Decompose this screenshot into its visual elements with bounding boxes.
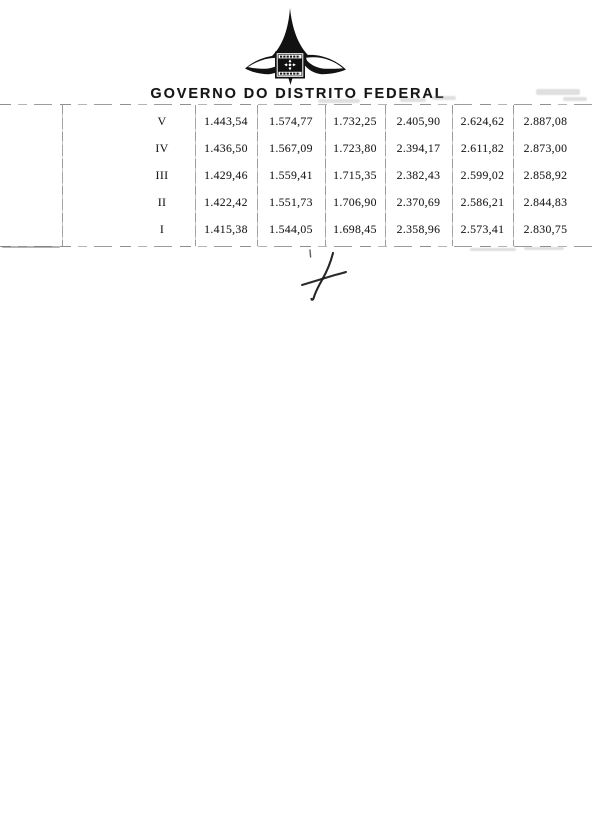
scan-artifact: [563, 97, 587, 101]
value-cell: 1.559,41: [269, 167, 313, 182]
value-cell: 2.830,75: [523, 222, 568, 237]
table-column-divider: [62, 105, 63, 246]
org-title: GOVERNO DO DISTRITO FEDERAL: [150, 86, 446, 102]
scan-artifact: [400, 98, 426, 102]
value-cell: 2.887,08: [523, 113, 568, 128]
value-cell: 2.611,82: [460, 140, 505, 155]
grade-cell: III: [155, 167, 169, 182]
grade-cell: IV: [155, 140, 169, 155]
grade-cell: I: [159, 222, 165, 237]
table-row: I 1.415,38 1.544,05 1.698,45 2.358,96 2.…: [0, 216, 578, 243]
value-cell: 1.443,54: [204, 113, 248, 128]
table-top-border: [0, 104, 592, 105]
value-cell: 1.698,45: [333, 222, 377, 237]
value-cell: 1.551,73: [269, 195, 313, 210]
value-cell: 2.370,69: [396, 195, 441, 210]
table-row: V 1.443,54 1.574,77 1.732,25 2.405,90 2.…: [0, 108, 578, 135]
value-cell: 2.405,90: [396, 113, 441, 128]
value-cell: 2.586,21: [460, 195, 505, 210]
value-cell: 1.723,80: [333, 140, 377, 155]
value-cell: 1.415,38: [204, 222, 248, 237]
value-cell: 1.715,35: [333, 167, 377, 182]
handwritten-pen-mark: [301, 249, 347, 301]
grade-cell: II: [157, 195, 167, 210]
table-column-divider: [195, 105, 196, 246]
scan-artifact: [470, 248, 516, 251]
table-column-divider: [385, 105, 386, 246]
scan-artifact: [318, 99, 360, 103]
grade-cell: V: [157, 113, 167, 128]
value-cell: 2.844,83: [523, 195, 568, 210]
value-cell: 1.544,05: [269, 222, 313, 237]
value-cell: 1.567,09: [269, 140, 313, 155]
value-cell: 2.382,43: [396, 167, 441, 182]
brasilia-df-crest-icon: [245, 8, 346, 85]
table-column-divider: [325, 105, 326, 246]
value-cell: 1.436,50: [204, 140, 248, 155]
scan-artifact: [432, 96, 456, 100]
table-row: IV 1.436,50 1.567,09 1.723,80 2.394,17 2…: [0, 135, 578, 162]
table-row: III 1.429,46 1.559,41 1.715,35 2.382,43 …: [0, 162, 578, 189]
scan-artifact: [536, 89, 580, 95]
table-bottom-border: [0, 246, 592, 247]
value-cell: 1.429,46: [204, 167, 248, 182]
value-cell: 2.858,92: [523, 167, 568, 182]
value-cell: 2.358,96: [396, 222, 441, 237]
scan-artifact: [524, 247, 564, 250]
scan-artifact: [2, 246, 60, 248]
table-column-divider: [452, 105, 453, 246]
table-column-divider: [257, 105, 258, 246]
value-cell: 1.732,25: [333, 113, 377, 128]
value-cell: 1.422,42: [204, 195, 248, 210]
value-cell: 1.574,77: [269, 113, 313, 128]
table-rows: V 1.443,54 1.574,77 1.732,25 2.405,90 2.…: [0, 104, 578, 243]
value-cell: 2.624,62: [460, 113, 505, 128]
value-cell: 2.573,41: [460, 222, 505, 237]
pay-scale-table: V 1.443,54 1.574,77 1.732,25 2.405,90 2.…: [0, 104, 592, 247]
value-cell: 1.706,90: [333, 195, 377, 210]
table-column-divider: [513, 105, 514, 246]
value-cell: 2.599,02: [460, 167, 505, 182]
value-cell: 2.873,00: [523, 140, 568, 155]
value-cell: 2.394,17: [396, 140, 441, 155]
table-row: II 1.422,42 1.551,73 1.706,90 2.370,69 2…: [0, 189, 578, 216]
